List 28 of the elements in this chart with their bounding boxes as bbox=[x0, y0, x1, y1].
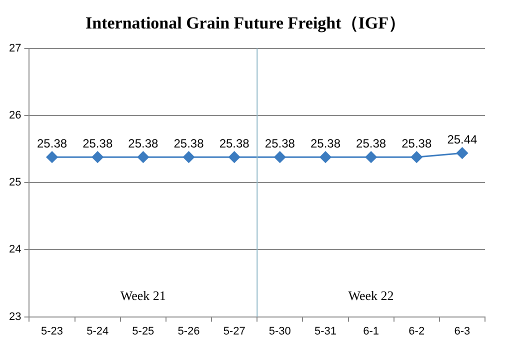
chart-title: International Grain Future Freight（IGF） bbox=[85, 14, 406, 33]
x-tick-label: 5-26 bbox=[178, 325, 200, 338]
x-tick-label: 6-1 bbox=[363, 325, 380, 338]
x-tick-label: 5-24 bbox=[86, 325, 109, 338]
annotation: Week 21 bbox=[120, 288, 166, 304]
data-label: 25.38 bbox=[128, 136, 159, 150]
y-tick-label: 26 bbox=[8, 110, 22, 122]
data-label: 25.38 bbox=[219, 136, 250, 150]
y-tick-label: 25 bbox=[8, 176, 22, 189]
data-label: 25.38 bbox=[264, 136, 296, 150]
x-tick-label: 6-3 bbox=[454, 325, 470, 338]
x-tick-label: 5-25 bbox=[132, 325, 154, 338]
data-label: 25.38 bbox=[402, 136, 432, 150]
x-tick-label: 5-31 bbox=[314, 325, 336, 338]
x-tick-label: 5-30 bbox=[268, 325, 291, 338]
data-label: 25.38 bbox=[82, 136, 113, 150]
x-tick-label: 5-23 bbox=[41, 325, 64, 338]
data-label: 25.38 bbox=[37, 136, 68, 150]
x-tick-label: 5-27 bbox=[223, 325, 246, 338]
x-tick-label: 6-2 bbox=[408, 325, 425, 338]
annotation: Week 22 bbox=[348, 288, 394, 304]
data-label: 25.38 bbox=[356, 136, 386, 150]
y-tick-label: 27 bbox=[8, 42, 22, 54]
y-tick-label: 23 bbox=[8, 310, 22, 323]
data-label: 25.38 bbox=[310, 136, 341, 150]
y-tick-label: 24 bbox=[8, 244, 22, 256]
data-label: 25.38 bbox=[174, 136, 204, 150]
data-label: 25.44 bbox=[447, 132, 478, 146]
